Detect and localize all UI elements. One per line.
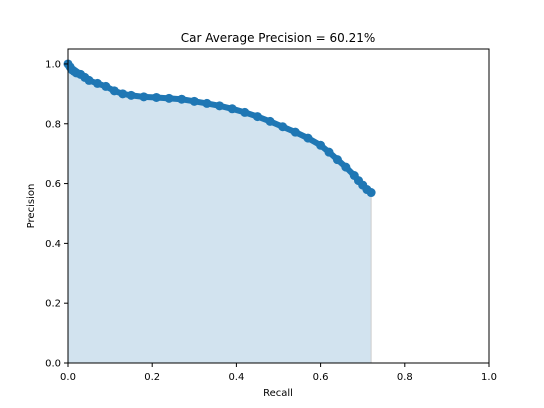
x-axis: 0.0 0.2 0.4 0.6 0.8 1.0 (60, 363, 497, 383)
x-tick-label: 1.0 (481, 372, 497, 383)
pr-point (164, 93, 174, 103)
pr-point (341, 162, 351, 172)
pr-point (332, 155, 342, 165)
pr-point (189, 96, 199, 106)
pr-point (227, 104, 237, 114)
x-tick-label: 0.6 (313, 372, 329, 383)
y-tick-label: 0.8 (45, 119, 61, 130)
x-axis-label: Recall (263, 388, 293, 399)
plot-frame (67, 48, 490, 364)
x-tick-label: 0.0 (60, 372, 76, 383)
y-axis-label: Precision (26, 184, 37, 229)
pr-point (101, 81, 111, 91)
pr-point (202, 98, 212, 108)
y-tick-label: 0.6 (45, 179, 61, 190)
pr-point (252, 112, 262, 122)
pr-point (303, 133, 313, 143)
pr-point (177, 94, 187, 104)
pr-point (92, 78, 102, 88)
pr-point (265, 116, 275, 126)
x-tick-label: 0.4 (228, 372, 244, 383)
x-tick-label: 0.8 (397, 372, 413, 383)
pr-point (366, 188, 376, 198)
pr-point (240, 107, 250, 117)
pr-point (324, 147, 334, 157)
pr-point (316, 140, 326, 150)
y-tick-label: 0.4 (45, 239, 61, 250)
chart-title: Car Average Precision = 60.21% (181, 31, 376, 45)
pr-point (109, 86, 119, 96)
pr-area-fill (68, 63, 372, 363)
pr-point (84, 75, 94, 85)
y-tick-label: 0.2 (45, 299, 61, 310)
pr-point (126, 90, 136, 100)
y-tick-label: 0.0 (45, 359, 61, 370)
pr-point (151, 92, 161, 102)
plot-area (63, 59, 376, 363)
pr-point (278, 122, 288, 132)
y-axis: 0.0 0.2 0.4 0.6 0.8 1.0 (45, 59, 68, 370)
y-tick-label: 1.0 (45, 59, 61, 70)
x-tick-label: 0.2 (144, 372, 160, 383)
pr-point (290, 127, 300, 137)
pr-point (118, 89, 128, 99)
pr-point (139, 92, 149, 102)
pr-point (215, 101, 225, 111)
